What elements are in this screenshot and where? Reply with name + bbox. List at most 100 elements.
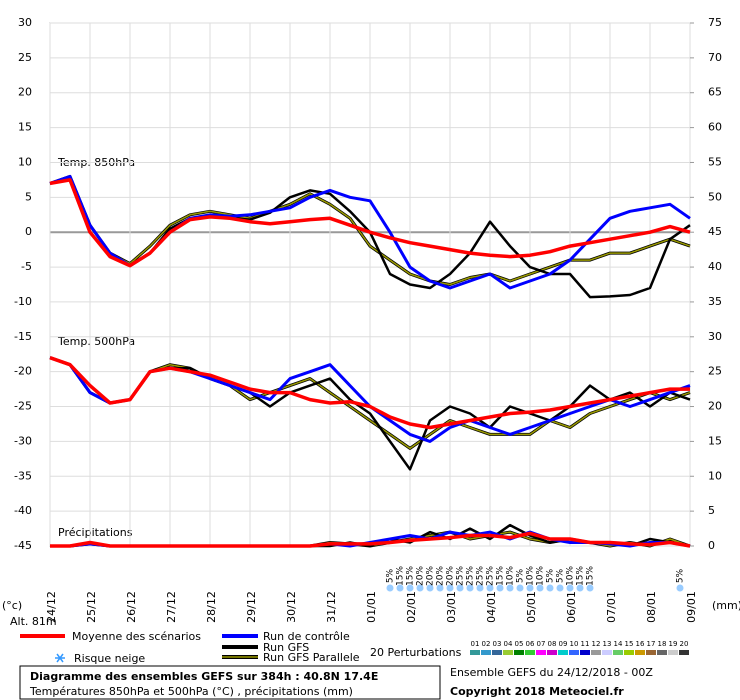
altitude: Alt. 81m bbox=[10, 615, 57, 628]
x-tick-label: 28/12 bbox=[205, 591, 218, 623]
perturbation-number: 10 bbox=[570, 640, 579, 648]
perturbation-swatch bbox=[580, 650, 590, 655]
perturbation-swatch bbox=[503, 650, 513, 655]
snow-label: 10% bbox=[526, 566, 536, 586]
snow-marker bbox=[386, 584, 394, 592]
y-tick-label: 20 bbox=[18, 86, 32, 99]
perturbation-number: 07 bbox=[537, 640, 546, 648]
perturbation-number: 04 bbox=[504, 640, 513, 648]
perturbation-number: 13 bbox=[603, 640, 612, 648]
snow-label: 20% bbox=[446, 566, 456, 586]
copyright: Copyright 2018 Meteociel.fr bbox=[450, 685, 624, 698]
x-tick-label: 29/12 bbox=[245, 591, 258, 623]
snow-marker bbox=[486, 584, 494, 592]
snow-marker bbox=[536, 584, 544, 592]
legend-label: Moyenne des scénarios bbox=[72, 630, 201, 643]
series-line bbox=[49, 178, 691, 268]
legend-label: Risque neige bbox=[74, 652, 145, 665]
y2-tick-label: 50 bbox=[708, 190, 722, 203]
y-tick-label: 15 bbox=[18, 121, 32, 134]
snow-marker bbox=[406, 584, 414, 592]
y2-tick-label: 30 bbox=[708, 330, 722, 343]
perturbation-number: 03 bbox=[493, 640, 502, 648]
x-tick-label: 26/12 bbox=[125, 591, 138, 623]
y-tick-label: 10 bbox=[18, 155, 32, 168]
perturbation-number: 20 bbox=[680, 640, 689, 648]
snow-label: 15% bbox=[496, 566, 506, 586]
snow-marker bbox=[576, 584, 584, 592]
perturbation-number: 12 bbox=[592, 640, 601, 648]
snow-label: 15% bbox=[406, 566, 416, 586]
snow-marker bbox=[496, 584, 504, 592]
y2-tick-label: 0 bbox=[708, 539, 715, 552]
x-tick-label: 30/12 bbox=[285, 591, 298, 623]
snow-marker bbox=[436, 584, 444, 592]
snow-marker bbox=[676, 584, 684, 592]
footer-title: Diagramme des ensembles GEFS sur 384h : … bbox=[30, 670, 378, 683]
snow-label: 20% bbox=[426, 566, 436, 586]
snow-marker bbox=[566, 584, 574, 592]
perturbation-swatch bbox=[657, 650, 667, 655]
x-tick-label: 05/01 bbox=[525, 591, 538, 623]
snow-label: 15% bbox=[576, 566, 586, 586]
snow-marker bbox=[546, 584, 554, 592]
y2-tick-label: 35 bbox=[708, 295, 722, 308]
y-tick-label: -45 bbox=[14, 539, 32, 552]
x-tick-label: 08/01 bbox=[645, 591, 658, 623]
perturbation-number: 09 bbox=[559, 640, 568, 648]
x-tick-label: 02/01 bbox=[405, 591, 418, 623]
snow-label: 10% bbox=[536, 566, 546, 586]
snow-label: 5% bbox=[676, 568, 686, 583]
snow-label: 15% bbox=[396, 566, 406, 586]
perturbation-swatch bbox=[547, 650, 557, 655]
snow-label: 25% bbox=[456, 566, 466, 586]
y2-tick-label: 75 bbox=[708, 16, 722, 29]
perturbation-swatch bbox=[514, 650, 524, 655]
y-tick-label: 30 bbox=[18, 16, 32, 29]
y2-tick-label: 70 bbox=[708, 51, 722, 64]
perturbation-swatch bbox=[525, 650, 535, 655]
y2-tick-label: 45 bbox=[708, 225, 722, 238]
x-tick-label: 31/12 bbox=[325, 591, 338, 623]
y-tick-label: -20 bbox=[14, 365, 32, 378]
snow-label: 20% bbox=[436, 566, 446, 586]
y-tick-label: -25 bbox=[14, 400, 32, 413]
perturbation-swatch bbox=[602, 650, 612, 655]
legend-label: 20 Perturbations bbox=[370, 646, 462, 659]
x-tick-label: 25/12 bbox=[85, 591, 98, 623]
perturbation-swatch bbox=[624, 650, 634, 655]
x-tick-label: 27/12 bbox=[165, 591, 178, 623]
perturbation-swatch bbox=[481, 650, 491, 655]
perturbation-swatch bbox=[613, 650, 623, 655]
y2-tick-label: 60 bbox=[708, 121, 722, 134]
perturbation-number: 06 bbox=[526, 640, 535, 648]
x-tick-label: 07/01 bbox=[605, 591, 618, 623]
y2-tick-label: 5 bbox=[708, 504, 715, 517]
y2-tick-label: 20 bbox=[708, 400, 722, 413]
y-tick-label: 0 bbox=[25, 225, 32, 238]
snow-icon bbox=[55, 653, 65, 663]
snow-marker bbox=[456, 584, 464, 592]
y2-tick-label: 15 bbox=[708, 434, 722, 447]
y2-tick-label: 10 bbox=[708, 469, 722, 482]
panel-label: Précipitations bbox=[58, 526, 133, 539]
snow-marker bbox=[586, 584, 594, 592]
perturbation-swatch bbox=[646, 650, 656, 655]
y2-tick-label: 65 bbox=[708, 86, 722, 99]
x-tick-label: 24/12 bbox=[45, 591, 58, 623]
legend-label: Run GFS Parallele bbox=[263, 651, 360, 664]
perturbation-number: 18 bbox=[658, 640, 667, 648]
footer-subtitle: Températures 850hPa et 500hPa (°C) , pré… bbox=[29, 685, 353, 698]
x-tick-label: 01/01 bbox=[365, 591, 378, 623]
snow-marker bbox=[396, 584, 404, 592]
perturbation-swatch bbox=[591, 650, 601, 655]
perturbation-number: 11 bbox=[581, 640, 590, 648]
perturbation-swatch bbox=[635, 650, 645, 655]
perturbation-swatch bbox=[679, 650, 689, 655]
snow-label: 10% bbox=[566, 566, 576, 586]
y-tick-label: -5 bbox=[21, 260, 32, 273]
y-tick-label: 5 bbox=[25, 190, 32, 203]
snow-label: 15% bbox=[586, 566, 596, 586]
perturbation-swatch bbox=[536, 650, 546, 655]
snow-marker bbox=[416, 584, 424, 592]
